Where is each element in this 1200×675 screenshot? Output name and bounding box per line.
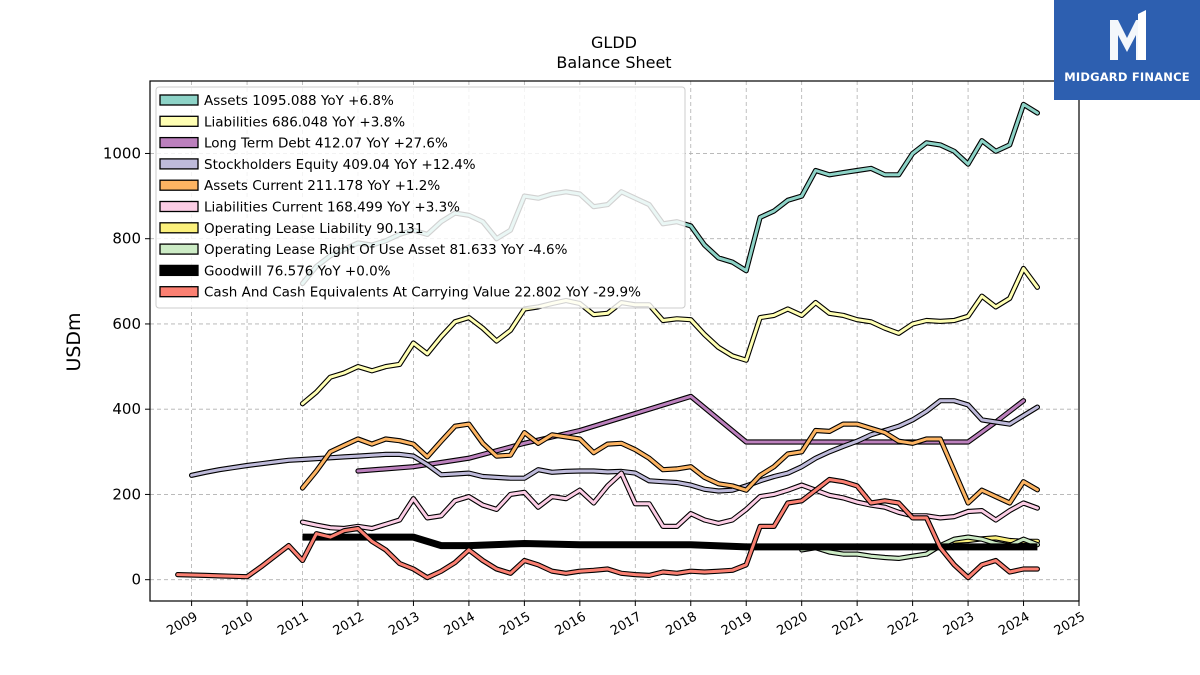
series-line-assets-current: [301, 422, 1039, 505]
brand-name: MIDGARD FINANCE: [1064, 70, 1190, 84]
series-outline-assets-current: [299, 421, 1041, 506]
legend-entry: Operating Lease Liability 90.131: [204, 221, 423, 237]
legend-entry: Operating Lease Right Of Use Asset 81.63…: [204, 242, 568, 258]
legend-box: [155, 86, 686, 309]
legend-entry: Assets Current 211.178 YoY +1.2%: [204, 178, 440, 194]
legend-entry: Liabilities Current 168.499 YoY +3.3%: [204, 200, 460, 216]
x-tick-label: 2025: [1052, 609, 1088, 639]
y-tick-label: 1000: [103, 144, 141, 162]
x-tick-label: 2015: [497, 609, 533, 639]
midgard-logo-icon: [1110, 10, 1146, 60]
x-tick-label: 2024: [996, 609, 1032, 639]
y-tick-label: 400: [112, 400, 141, 418]
x-tick-label: 2018: [664, 609, 700, 639]
legend-swatch: [159, 158, 199, 170]
x-tick-label: 2016: [553, 609, 589, 639]
series-line-stockholders-equity: [190, 399, 1039, 493]
legend-entry: Cash And Cash Equivalents At Carrying Va…: [204, 285, 641, 301]
x-tick-label: 2009: [164, 609, 200, 639]
legend-entry: Liabilities 686.048 YoY +3.8%: [204, 114, 405, 130]
legend-swatch: [159, 200, 199, 213]
x-tick-label: 2012: [331, 609, 367, 639]
series-line-cash-and-cash-equivalents-at-carrying-value: [176, 478, 1039, 580]
x-tick-label: 2014: [442, 609, 478, 639]
x-tick-label: 2013: [386, 609, 422, 639]
legend: Assets 1095.088 YoY +6.8% Liabilities 686…: [155, 86, 686, 309]
legend-swatch: [159, 222, 199, 234]
series-line-liabilities: [301, 267, 1039, 406]
y-tick-label: 200: [112, 485, 141, 503]
chart-title: GLDD: [591, 33, 637, 52]
x-tick-label: 2023: [941, 609, 977, 639]
x-tick-label: 2010: [220, 609, 256, 639]
x-tick-label: 2019: [719, 609, 755, 639]
legend-swatch: [159, 94, 199, 106]
legend-entry: Assets 1095.088 YoY +6.8%: [204, 93, 394, 109]
x-tick-label: 2021: [830, 609, 866, 639]
legend-swatch: [159, 243, 199, 255]
legend-entry: Long Term Debt 412.07 YoY +27.6%: [204, 136, 448, 152]
x-tick-label: 2022: [885, 609, 921, 639]
y-tick-label: 800: [112, 230, 141, 248]
y-axis-label: USDm: [63, 312, 85, 371]
legend-swatch: [159, 264, 199, 277]
y-tick-label: 600: [112, 315, 141, 333]
chart-subtitle: Balance Sheet: [556, 53, 671, 72]
legend-swatch: [159, 136, 199, 149]
legend-swatch: [159, 286, 199, 298]
series-line-goodwill: [302, 533, 1038, 551]
legend-swatch: [159, 115, 199, 127]
y-tick-label: 0: [131, 571, 141, 589]
series-line-long-term-debt: [356, 394, 1025, 473]
x-tick-label: 2017: [608, 609, 644, 639]
legend-swatch: [159, 179, 199, 191]
legend-entry: Stockholders Equity 409.04 YoY +12.4%: [204, 157, 476, 173]
x-tick-label: 2020: [774, 609, 810, 639]
midgard-finance-logo: MIDGARD FINANCE: [1054, 0, 1200, 100]
x-tick-label: 2011: [275, 609, 311, 639]
plot-frame: [149, 80, 1080, 602]
legend-entry: Goodwill 76.576 YoY +0.0%: [204, 263, 391, 279]
